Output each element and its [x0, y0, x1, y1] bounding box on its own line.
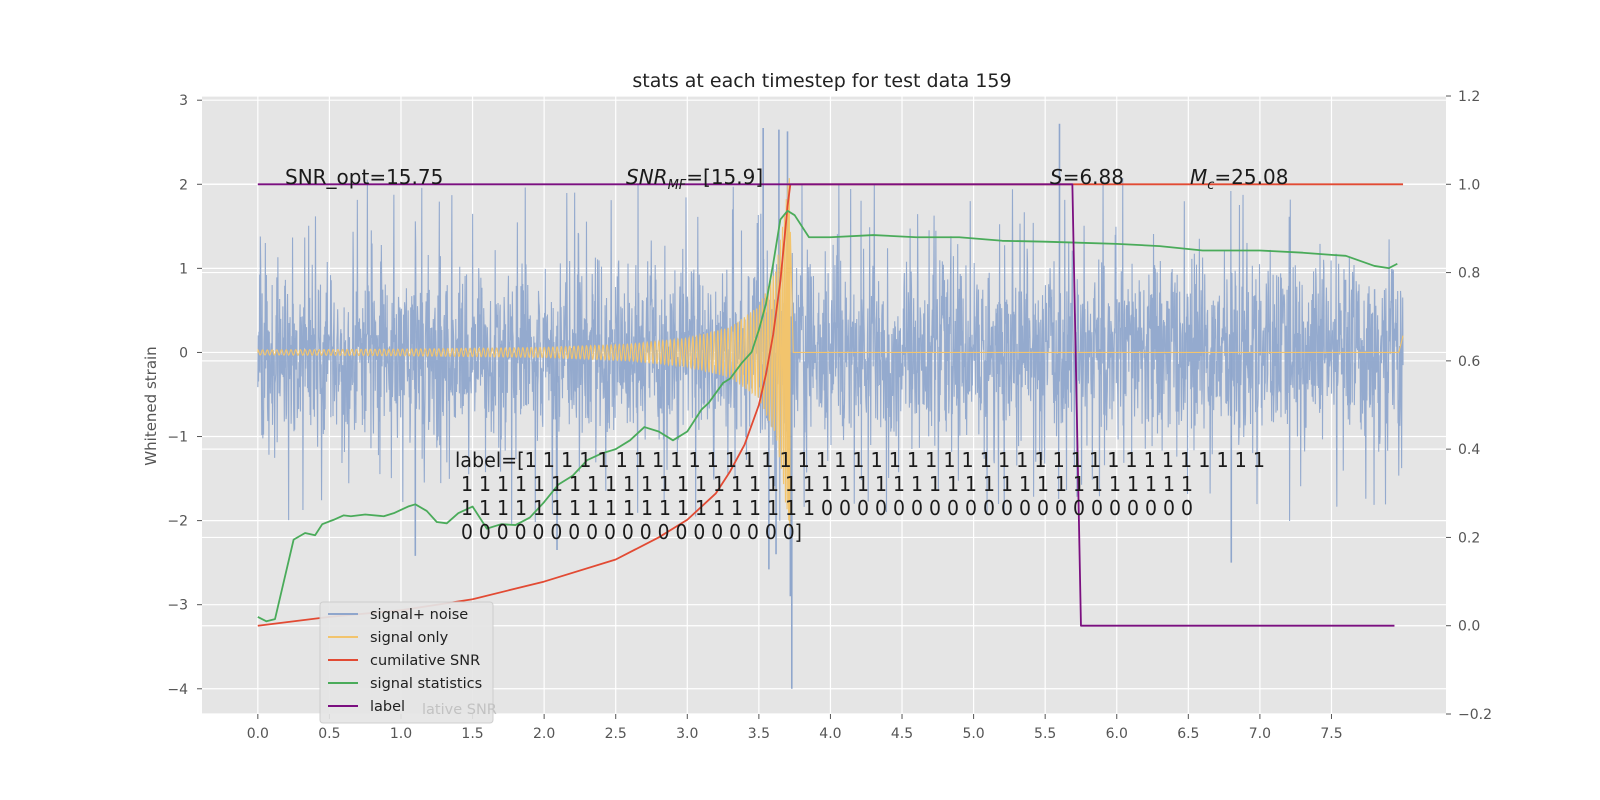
mc-annotation: Mc=25.08	[1190, 165, 1288, 193]
x-tick-label: 3.5	[748, 726, 770, 742]
y2-tick-label: 0.8	[1458, 266, 1480, 282]
label-array-line: 0 0 0 0 0 0 0 0 0 0 0 0 0 0 0 0 0 0 0]	[455, 520, 802, 544]
legend-entry: label	[370, 699, 405, 715]
y2-tick-label: 1.2	[1458, 89, 1480, 105]
y-tick-label: 0	[179, 345, 188, 361]
legend-box	[319, 601, 494, 724]
y2-tick-label: 0.2	[1458, 530, 1480, 546]
x-tick-label: 4.5	[891, 726, 913, 742]
x-tick-label: 5.5	[1034, 726, 1056, 742]
y2-tick-label: 1.0	[1458, 177, 1480, 193]
y2-tick-label: 0.0	[1458, 619, 1480, 635]
y-tick-label: −1	[167, 430, 188, 446]
y-tick-label: −2	[167, 514, 188, 530]
snr-mf-annotation: SNRMF=[15.9]	[626, 165, 763, 193]
x-tick-label: 1.5	[461, 726, 483, 742]
legend-entry: cumilative SNR	[370, 653, 480, 669]
legend-entry: signal statistics	[370, 676, 482, 692]
y2-tick-label: 0.4	[1458, 442, 1480, 458]
legend-entry: signal+ noise	[370, 607, 468, 623]
y-tick-label: −4	[167, 682, 188, 698]
x-tick-label: 7.0	[1249, 726, 1271, 742]
x-tick-label: 1.0	[390, 726, 412, 742]
x-tick-label: 7.5	[1320, 726, 1342, 742]
y-tick-label: 1	[179, 261, 188, 277]
series-signal-only-line	[257, 178, 1404, 527]
series-label-line	[257, 183, 1395, 627]
y-tick-label: 2	[179, 177, 188, 193]
x-tick-label: 3.0	[676, 726, 698, 742]
x-tick-label: 6.5	[1177, 726, 1199, 742]
s-annotation: S=6.88	[1050, 165, 1124, 189]
legend-entry: signal only	[370, 630, 449, 646]
series-signal-noise-line	[257, 178, 1404, 525]
x-tick-label: 4.0	[819, 726, 841, 742]
label-array-line: 1 1 1 1 1 1 1 1 1 1 1 1 1 1 1 1 1 1 1 1 …	[455, 472, 1193, 496]
y-tick-label: 3	[179, 93, 188, 109]
x-tick-label: 2.5	[605, 726, 627, 742]
legend-ghost-text: lative SNR	[422, 702, 497, 718]
x-tick-label: 0.0	[247, 726, 269, 742]
y-axis-title: Whitened strain	[142, 346, 160, 465]
y2-tick-label: −0.2	[1458, 707, 1492, 723]
x-tick-label: 0.5	[318, 726, 340, 742]
x-tick-label: 6.0	[1106, 726, 1128, 742]
y-tick-label: −3	[167, 598, 188, 614]
series-signal-statistics-line	[257, 209, 1398, 623]
series-cumilative-snr-line	[257, 183, 1404, 627]
x-tick-label: 2.0	[533, 726, 555, 742]
y2-tick-label: 0.6	[1458, 354, 1480, 370]
chart-title: stats at each timestep for test data 159	[632, 70, 1011, 92]
legend: lative SNR signal+ noise signal only cumila…	[319, 601, 497, 724]
label-array-line: label=[1 1 1 1 1 1 1 1 1 1 1 1 1 1 1 1 1…	[455, 448, 1265, 472]
snr-opt-annotation: SNR_opt=15.75	[285, 165, 443, 189]
label-array-annotation: label=[1 1 1 1 1 1 1 1 1 1 1 1 1 1 1 1 1…	[455, 448, 1265, 544]
label-array-line: 1 1 1 1 1 1 1 1 1 1 1 1 1 1 1 1 1 1 1 1 …	[455, 496, 1193, 520]
x-tick-label: 5.0	[962, 726, 984, 742]
